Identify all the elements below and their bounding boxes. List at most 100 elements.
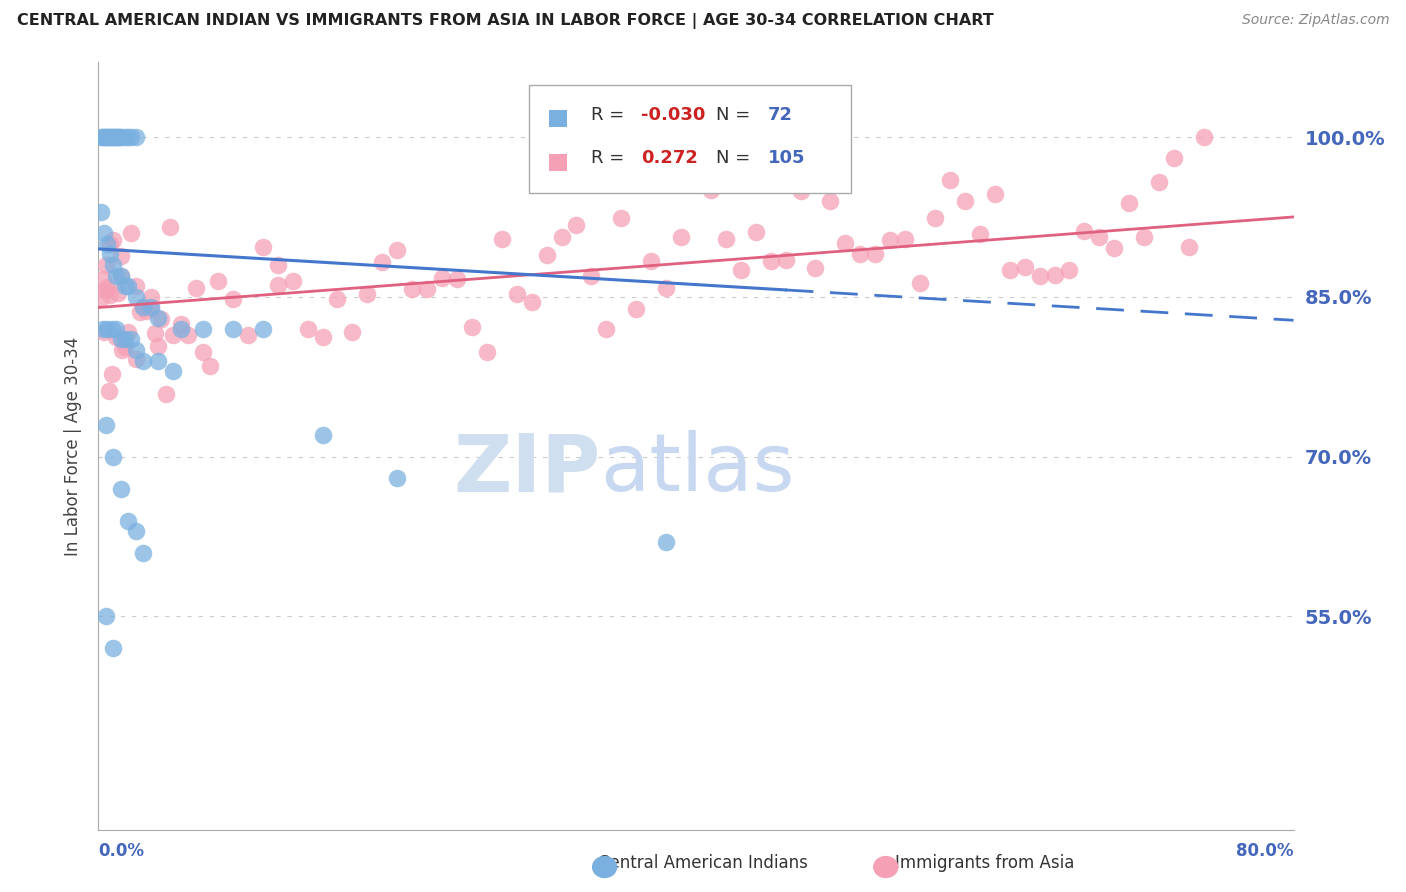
Point	[117, 514, 139, 528]
Point	[342, 325, 364, 339]
Point	[90, 291, 112, 305]
Point	[169, 317, 191, 331]
Text: 0.272: 0.272	[641, 149, 697, 168]
Point	[924, 211, 946, 226]
Point	[103, 450, 125, 464]
Point	[401, 282, 423, 296]
Point	[865, 247, 887, 261]
Point	[1118, 195, 1140, 210]
Point	[101, 322, 124, 336]
Point	[94, 609, 117, 624]
Point	[96, 322, 118, 336]
Point	[1178, 240, 1201, 254]
Point	[139, 301, 162, 315]
Text: 80.0%: 80.0%	[1236, 842, 1294, 861]
Text: R =: R =	[591, 105, 630, 124]
Point	[105, 130, 128, 145]
Point	[1073, 225, 1095, 239]
Point	[191, 344, 214, 359]
Point	[148, 311, 170, 326]
Point	[730, 263, 752, 277]
Point	[125, 279, 148, 293]
Point	[162, 327, 184, 342]
Point	[311, 428, 333, 442]
Point	[200, 359, 222, 373]
Point	[97, 130, 120, 145]
Point	[103, 130, 125, 145]
Point	[311, 330, 333, 344]
Point	[93, 226, 115, 240]
Point	[98, 288, 122, 302]
Point	[148, 339, 170, 353]
Point	[169, 322, 191, 336]
Point	[252, 322, 274, 336]
Point	[110, 482, 132, 496]
FancyBboxPatch shape	[529, 86, 852, 193]
Point	[640, 254, 662, 268]
Point	[520, 295, 543, 310]
Point	[184, 281, 207, 295]
Point	[155, 386, 177, 401]
Point	[655, 281, 678, 295]
Point	[745, 225, 768, 239]
Point	[834, 235, 856, 250]
Point	[120, 333, 142, 347]
Point	[894, 232, 917, 246]
Point	[104, 130, 127, 145]
Point	[879, 233, 901, 247]
Point	[1133, 230, 1156, 244]
Point	[356, 287, 378, 301]
Point	[117, 130, 139, 145]
Point	[939, 173, 962, 187]
Text: Immigrants from Asia: Immigrants from Asia	[894, 855, 1074, 872]
Point	[110, 333, 132, 347]
Point	[297, 322, 319, 336]
Point	[110, 268, 132, 283]
Point	[114, 340, 136, 354]
Point	[177, 327, 200, 342]
Point	[108, 130, 131, 145]
Point	[114, 279, 136, 293]
Point	[90, 130, 112, 145]
Point	[820, 194, 842, 208]
Point	[94, 283, 117, 297]
Point	[91, 322, 114, 336]
Point	[125, 352, 148, 367]
Point	[775, 252, 797, 267]
Point	[139, 301, 162, 315]
Point	[789, 184, 811, 198]
Text: 0.0%: 0.0%	[98, 842, 145, 861]
Point	[111, 343, 134, 358]
Point	[491, 232, 513, 246]
Point	[267, 258, 290, 272]
Point	[1104, 241, 1126, 255]
Point	[120, 226, 142, 240]
Point	[125, 290, 148, 304]
Point	[849, 246, 872, 260]
Point	[114, 333, 136, 347]
Point	[385, 471, 409, 485]
Point	[1014, 260, 1036, 274]
Point	[565, 218, 588, 232]
Point	[93, 130, 115, 145]
Text: R =: R =	[591, 149, 630, 168]
Point	[267, 278, 290, 293]
Text: Central American Indians: Central American Indians	[598, 855, 808, 872]
Point	[222, 292, 245, 306]
Point	[132, 353, 155, 368]
Point	[150, 312, 173, 326]
Point	[135, 303, 157, 318]
Point	[105, 322, 128, 336]
Point	[595, 322, 617, 336]
Point	[908, 277, 931, 291]
Point	[536, 248, 558, 262]
Point	[96, 280, 118, 294]
Point	[714, 232, 737, 246]
Text: Source: ZipAtlas.com: Source: ZipAtlas.com	[1241, 13, 1389, 28]
Point	[148, 353, 170, 368]
Point	[132, 301, 155, 315]
Point	[685, 131, 707, 145]
Point	[506, 287, 529, 301]
Point	[1192, 130, 1215, 145]
Point	[475, 344, 498, 359]
